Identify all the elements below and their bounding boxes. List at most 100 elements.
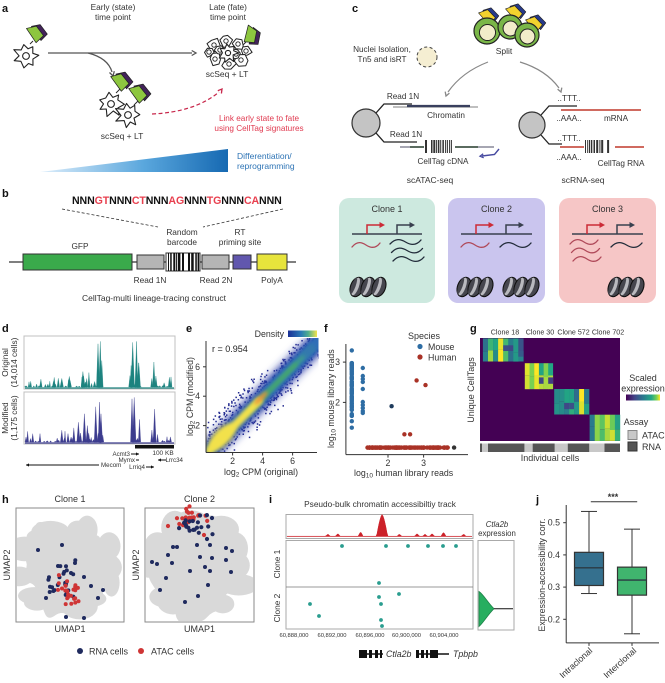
svg-text:scRNA-seq: scRNA-seq xyxy=(562,175,605,185)
svg-text:log2 CPM (modified): log2 CPM (modified) xyxy=(185,357,197,436)
svg-text:Link early state to fate: Link early state to fate xyxy=(219,114,300,123)
svg-text:ATAC: ATAC xyxy=(642,431,665,441)
svg-text:scSeq + LT: scSeq + LT xyxy=(101,131,144,141)
svg-text:e: e xyxy=(186,323,192,335)
svg-text:CellTag RNA: CellTag RNA xyxy=(598,159,645,168)
svg-text:Split: Split xyxy=(496,46,513,56)
svg-text:Acmt3: Acmt3 xyxy=(112,451,130,458)
svg-text:j: j xyxy=(535,494,539,506)
svg-text:2: 2 xyxy=(195,421,200,431)
svg-text:0.3: 0.3 xyxy=(548,582,560,592)
svg-text:Clone 1: Clone 1 xyxy=(371,204,402,214)
svg-text:..AAA..: ..AAA.. xyxy=(556,114,581,123)
svg-text:Clone 2: Clone 2 xyxy=(481,204,512,214)
svg-text:RT: RT xyxy=(235,227,246,237)
svg-text:barcode: barcode xyxy=(167,237,197,247)
svg-text:expression: expression xyxy=(478,529,516,538)
svg-text:0.2: 0.2 xyxy=(548,614,560,624)
svg-text:Mecom: Mecom xyxy=(101,462,121,469)
svg-text:RNA: RNA xyxy=(642,442,661,452)
svg-text:Clone 2: Clone 2 xyxy=(184,494,215,504)
svg-text:UMAP2: UMAP2 xyxy=(2,549,12,580)
svg-text:scSeq + LT: scSeq + LT xyxy=(206,69,249,79)
svg-text:(1,175 cells): (1,175 cells) xyxy=(9,395,19,440)
svg-text:60,896,000: 60,896,000 xyxy=(355,633,384,639)
svg-text:mRNA: mRNA xyxy=(604,114,629,123)
svg-text:Original: Original xyxy=(0,348,10,377)
svg-text:CellTag cDNA: CellTag cDNA xyxy=(418,157,469,166)
svg-text:Clone 572: Clone 572 xyxy=(557,329,589,337)
svg-text:ATAC cells: ATAC cells xyxy=(151,647,195,657)
svg-text:Differentiation/: Differentiation/ xyxy=(237,151,292,161)
svg-text:priming site: priming site xyxy=(219,237,262,247)
svg-text:Random: Random xyxy=(166,227,197,237)
svg-text:Species: Species xyxy=(408,331,441,341)
svg-text:Clone 18: Clone 18 xyxy=(491,329,519,337)
svg-text:Expression-accessibility corr.: Expression-accessibility corr. xyxy=(537,519,547,632)
svg-text:time point: time point xyxy=(210,12,247,22)
svg-text:3: 3 xyxy=(335,357,340,367)
svg-text:60,892,000: 60,892,000 xyxy=(317,633,346,639)
svg-text:Clone 702: Clone 702 xyxy=(592,329,624,337)
svg-text:Mouse: Mouse xyxy=(428,342,455,352)
svg-text:expression: expression xyxy=(621,384,665,394)
svg-text:60,888,000: 60,888,000 xyxy=(279,633,308,639)
svg-text:b: b xyxy=(2,188,9,200)
svg-text:h: h xyxy=(2,494,9,506)
svg-text:r = 0.954: r = 0.954 xyxy=(212,344,248,354)
svg-text:PolyA: PolyA xyxy=(261,275,283,285)
svg-text:a: a xyxy=(2,3,9,15)
svg-text:Ctla2b: Ctla2b xyxy=(486,520,509,529)
svg-text:3: 3 xyxy=(421,458,426,468)
svg-text:60,900,000: 60,900,000 xyxy=(392,633,421,639)
svg-text:Clone 2: Clone 2 xyxy=(272,593,282,622)
svg-text:Early (state): Early (state) xyxy=(91,2,136,12)
svg-text:f: f xyxy=(324,323,328,335)
svg-text:60,904,000: 60,904,000 xyxy=(429,633,458,639)
svg-text:Mymx: Mymx xyxy=(119,457,136,464)
svg-text:UMAP1: UMAP1 xyxy=(184,624,215,634)
svg-text:2: 2 xyxy=(230,456,235,466)
svg-text:..AAA..: ..AAA.. xyxy=(556,153,581,162)
svg-text:UMAP1: UMAP1 xyxy=(54,624,85,634)
svg-text:GFP: GFP xyxy=(71,241,89,251)
svg-text:100 KB: 100 KB xyxy=(152,450,173,457)
svg-text:Modified: Modified xyxy=(0,402,10,434)
svg-text:Human: Human xyxy=(428,353,456,363)
svg-text:4: 4 xyxy=(260,456,265,466)
svg-text:Nuclei Isolation,: Nuclei Isolation, xyxy=(353,45,411,54)
svg-text:6: 6 xyxy=(195,362,200,372)
svg-text:4: 4 xyxy=(195,391,200,401)
svg-text:Tn5 and isRT: Tn5 and isRT xyxy=(358,55,407,64)
svg-text:NNNGTNNNCTNNNAGNNNTGNNNCANNN: NNNGTNNNCTNNNAGNNNTGNNNCANNN xyxy=(72,195,282,207)
svg-text:Tpbpb: Tpbpb xyxy=(453,649,478,659)
svg-text:using CellTag signatures: using CellTag signatures xyxy=(214,124,303,133)
svg-text:scATAC-seq: scATAC-seq xyxy=(407,175,454,185)
svg-text:reprogramming: reprogramming xyxy=(237,161,295,171)
svg-text:Read 1N: Read 1N xyxy=(134,275,167,285)
svg-text:RNA cells: RNA cells xyxy=(89,647,129,657)
svg-text:log10 mouse library reads: log10 mouse library reads xyxy=(326,349,338,448)
svg-text:Lrrc34: Lrrc34 xyxy=(165,457,183,464)
svg-text:UMAP2: UMAP2 xyxy=(131,549,141,580)
svg-text:i: i xyxy=(269,494,272,506)
svg-text:log2 CPM (original): log2 CPM (original) xyxy=(224,467,298,479)
svg-text:d: d xyxy=(2,323,9,335)
svg-text:Pseudo-bulk chromatin accessib: Pseudo-bulk chromatin accessibiltiy trac… xyxy=(304,499,457,509)
svg-text:log10 human library reads: log10 human library reads xyxy=(354,468,454,480)
svg-text:6: 6 xyxy=(290,456,295,466)
svg-text:Read 2N: Read 2N xyxy=(200,275,233,285)
svg-text:Density: Density xyxy=(255,329,285,339)
svg-text:Unique CellTags: Unique CellTags xyxy=(466,357,476,423)
svg-text:Clone 1: Clone 1 xyxy=(54,494,85,504)
svg-text:Scaled: Scaled xyxy=(629,373,657,383)
svg-text:Clone 30: Clone 30 xyxy=(526,329,554,337)
svg-text:2: 2 xyxy=(335,397,340,407)
svg-text:CellTag-multi lineage-tracing: CellTag-multi lineage-tracing construct xyxy=(82,293,227,303)
svg-text:Assay: Assay xyxy=(624,417,649,427)
svg-text:Read 1N: Read 1N xyxy=(387,92,419,101)
svg-text:0.4: 0.4 xyxy=(548,550,560,560)
svg-text:0.5: 0.5 xyxy=(548,518,560,528)
svg-text:Lrriq4: Lrriq4 xyxy=(129,464,145,471)
svg-text:..TTT..: ..TTT.. xyxy=(557,134,580,143)
